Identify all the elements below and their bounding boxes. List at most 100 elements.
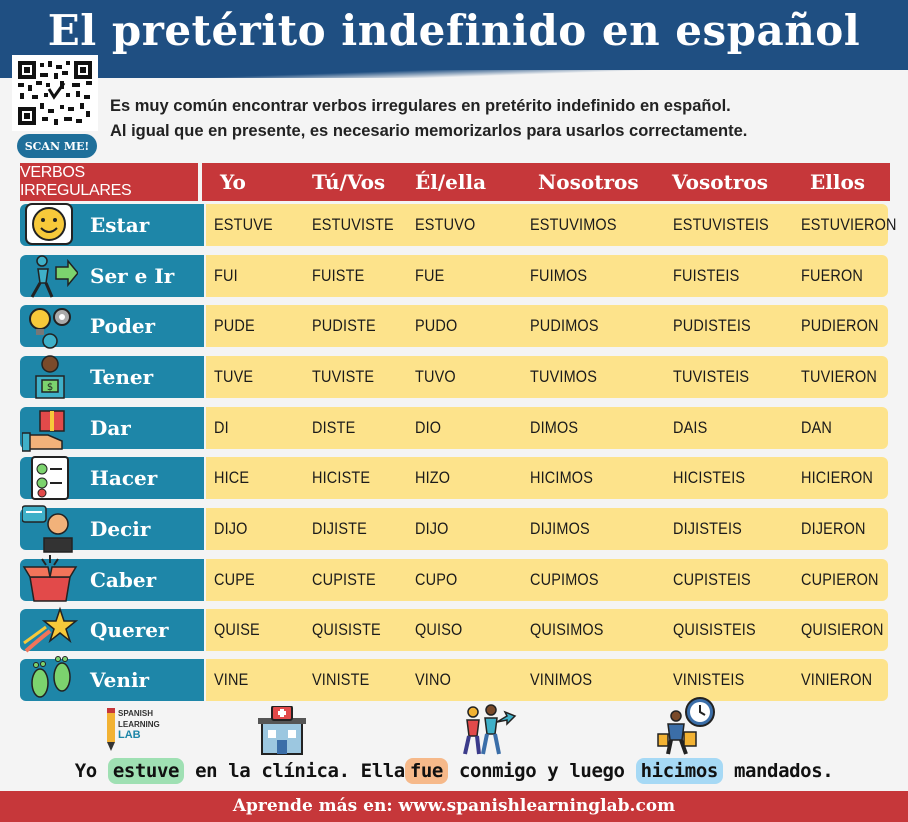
conjugation-cell: PUDISTE <box>312 316 376 335</box>
scan-me-button[interactable]: SCAN ME! <box>17 134 97 158</box>
conjugation-cell: DAN <box>801 418 833 437</box>
conjugation-cell: FUISTE <box>312 266 365 285</box>
conjugation-cell: CUPIERON <box>801 570 879 589</box>
conjugation-strip <box>206 457 888 499</box>
conjugation-cell: QUISIERON <box>801 620 884 639</box>
conjugation-strip <box>206 559 888 601</box>
conjugation-cell: CUPISTE <box>312 570 376 589</box>
conjugation-cell: ESTUVE <box>214 215 273 234</box>
highlight-hicimos: hicimos <box>635 758 723 784</box>
svg-text:$: $ <box>47 382 53 393</box>
conjugation-cell: TUVIERON <box>801 367 878 386</box>
verb-cell-poder: Poder <box>20 305 204 349</box>
logo-line-3: LAB <box>118 729 141 741</box>
conjugation-cell: CUPE <box>214 570 255 589</box>
conjugation-cell: QUISO <box>415 620 463 639</box>
conjugation-cell: PUDO <box>415 316 458 335</box>
conjugation-cell: TUVO <box>415 367 456 386</box>
verb-cell-dar: Dar <box>20 407 204 452</box>
table-row: Estar ESTUVE ESTUVISTE ESTUVO ESTUVIMOS ESTUV… <box>20 203 896 246</box>
conjugation-strip <box>206 407 888 449</box>
footprints-icon <box>31 656 71 698</box>
verb-label: Ser e Ir <box>90 264 175 288</box>
open-box-icon <box>22 555 78 602</box>
illustration-strip <box>0 697 908 756</box>
conjugation-cell: CUPIMOS <box>530 570 599 589</box>
conjugation-cell: CUPO <box>415 570 458 589</box>
shooting-star-icon <box>23 606 78 653</box>
page-title: El pretérito indefinido en español <box>47 6 861 55</box>
conjugation-cell: FUISTEIS <box>673 266 740 285</box>
verb-label: Querer <box>90 618 169 642</box>
qr-code-icon <box>16 59 94 127</box>
highlight-estuve: estuve <box>107 758 185 784</box>
conjugation-cell: DIJISTEIS <box>673 519 742 538</box>
header-nosotros: Nosotros <box>538 170 639 194</box>
conjugation-cell: DIJO <box>415 519 449 538</box>
table-row: $ Tener TUVE TUVISTE TUVO TUVIMOS TUVISTEIS TUV… <box>20 355 890 399</box>
verb-label: Tener <box>90 365 154 389</box>
verb-label: Dar <box>90 416 131 440</box>
conjugation-strip <box>206 609 888 651</box>
shopping-errands-icon <box>657 697 715 755</box>
conjugation-cell: HIZO <box>415 468 451 487</box>
header-el-ella: Él/ella <box>415 170 487 194</box>
example-sentence: Yo estuve en la clínica. Ella fue conmigo… <box>0 754 908 788</box>
conjugation-cell: VINIMOS <box>530 670 593 689</box>
pencil-logo-icon <box>107 708 115 751</box>
conjugation-cell: ESTUVIMOS <box>530 215 617 234</box>
verb-label: Decir <box>90 517 151 541</box>
conjugation-cell: QUISE <box>214 620 260 639</box>
conjugation-cell: QUISISTE <box>312 620 381 639</box>
conjugation-cell: DAIS <box>673 418 708 437</box>
logo-line-2: LEARNING <box>118 720 160 729</box>
header-yo: Yo <box>220 170 246 194</box>
speaking-person-icon <box>22 505 73 553</box>
walking-person-icon <box>30 255 78 298</box>
table-row: Querer QUISE QUISISTE QUISO QUISIMOS QUISISTE… <box>20 606 890 653</box>
conjugation-strip <box>206 356 888 398</box>
verb-cell-caber: Caber <box>20 555 204 602</box>
conjugation-cell: QUISISTEIS <box>673 620 756 639</box>
conjugation-cell: VINISTEIS <box>673 670 745 689</box>
verb-cell-ser-e-ir: Ser e Ir <box>20 255 204 298</box>
conjugation-cell: DIJERON <box>801 519 866 538</box>
conjugation-cell: FUIMOS <box>530 266 588 285</box>
friends-walking-icon <box>463 704 517 755</box>
conjugation-cell: DIMOS <box>530 418 579 437</box>
conjugation-strip <box>206 659 888 701</box>
spanish-learning-lab-logo[interactable]: SPANISH LEARNING LAB <box>118 708 178 741</box>
conjugation-cell: VINISTE <box>312 670 370 689</box>
conjugation-cell: FUI <box>214 266 238 285</box>
verb-cell-venir: Venir <box>20 656 204 701</box>
intro-line-2: Al igual que en presente, es necesario m… <box>110 122 748 140</box>
conjugation-cell: DIJIMOS <box>530 519 590 538</box>
conjugation-cell: ESTUVIERON <box>801 215 897 234</box>
intro-text: Es muy común encontrar verbos irregulare… <box>110 94 900 144</box>
footer-link[interactable]: Aprende más en: www.spanishlearninglab.c… <box>0 791 908 822</box>
conjugation-cell: PUDIMOS <box>530 316 599 335</box>
conjugation-strip <box>206 255 888 297</box>
table-row: Venir VINE VINISTE VINO VINIMOS VINISTEIS VINI… <box>20 656 890 701</box>
conjugation-cell: PUDE <box>214 316 255 335</box>
conjugation-cell: HICIERON <box>801 468 874 487</box>
conjugation-cell: PUDIERON <box>801 316 879 335</box>
conjugation-strip <box>206 508 888 550</box>
table-row: Decir DIJO DIJISTE DIJO DIJIMOS DIJISTEIS DIJE… <box>20 505 890 553</box>
conjugation-cell: HICISTE <box>312 468 371 487</box>
example-part-3: conmigo y luego <box>447 760 636 782</box>
qr-code[interactable] <box>12 55 98 131</box>
conjugation-cell: DIJO <box>214 519 248 538</box>
conjugation-cell: HICISTEIS <box>673 468 746 487</box>
intro-line-1: Es muy común encontrar verbos irregulare… <box>110 97 731 115</box>
conjugation-strip <box>206 305 888 347</box>
header-banner: El pretérito indefinido en español <box>0 0 908 78</box>
header-tu-vos: Tú/Vos <box>312 170 386 194</box>
verb-cell-hacer: Hacer <box>20 456 204 500</box>
header-separator <box>198 163 202 201</box>
conjugation-cell: FUE <box>415 266 445 285</box>
conjugation-cell: DI <box>214 418 229 437</box>
header-vosotros: Vosotros <box>672 170 768 194</box>
hand-gift-icon <box>22 410 65 452</box>
conjugation-cell: QUISIMOS <box>530 620 604 639</box>
